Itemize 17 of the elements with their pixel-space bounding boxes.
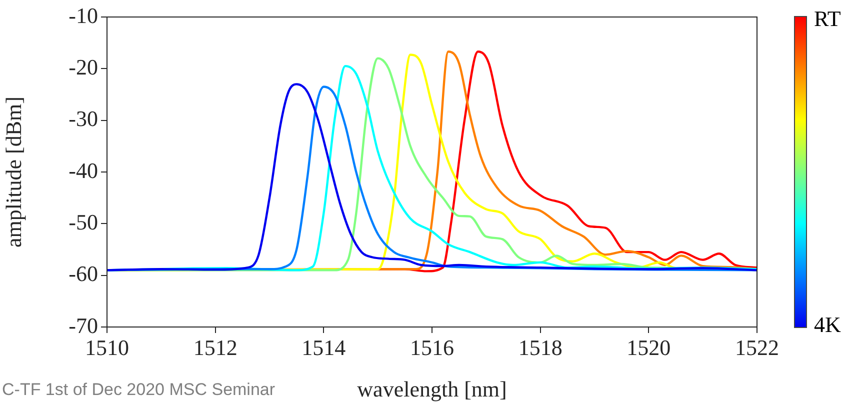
y-tick-label: -10 <box>68 2 98 28</box>
y-tick-label: -40 <box>68 158 98 183</box>
y-tick-label: -50 <box>68 209 98 234</box>
text: RT <box>814 6 841 32</box>
text: C-TF 1st of Dec 2020 MSC Seminar <box>2 380 276 400</box>
text: 4K <box>814 312 841 338</box>
x-tick-label: 1518 <box>518 334 562 360</box>
y-tick-label: -30 <box>68 106 98 132</box>
y-tick-label: -20 <box>68 54 98 80</box>
x-axis-title: wavelength [nm] <box>357 376 507 402</box>
x-tick-label: 1516 <box>410 334 454 360</box>
x-tick-label: 1512 <box>193 334 238 360</box>
x-tick-label: 1514 <box>302 334 346 360</box>
y-tick-label: -60 <box>68 261 98 286</box>
x-tick-label: 1522 <box>735 334 779 360</box>
y-axis-title: amplitude [dBm] <box>0 96 26 248</box>
x-tick-label: 1520 <box>626 334 671 360</box>
